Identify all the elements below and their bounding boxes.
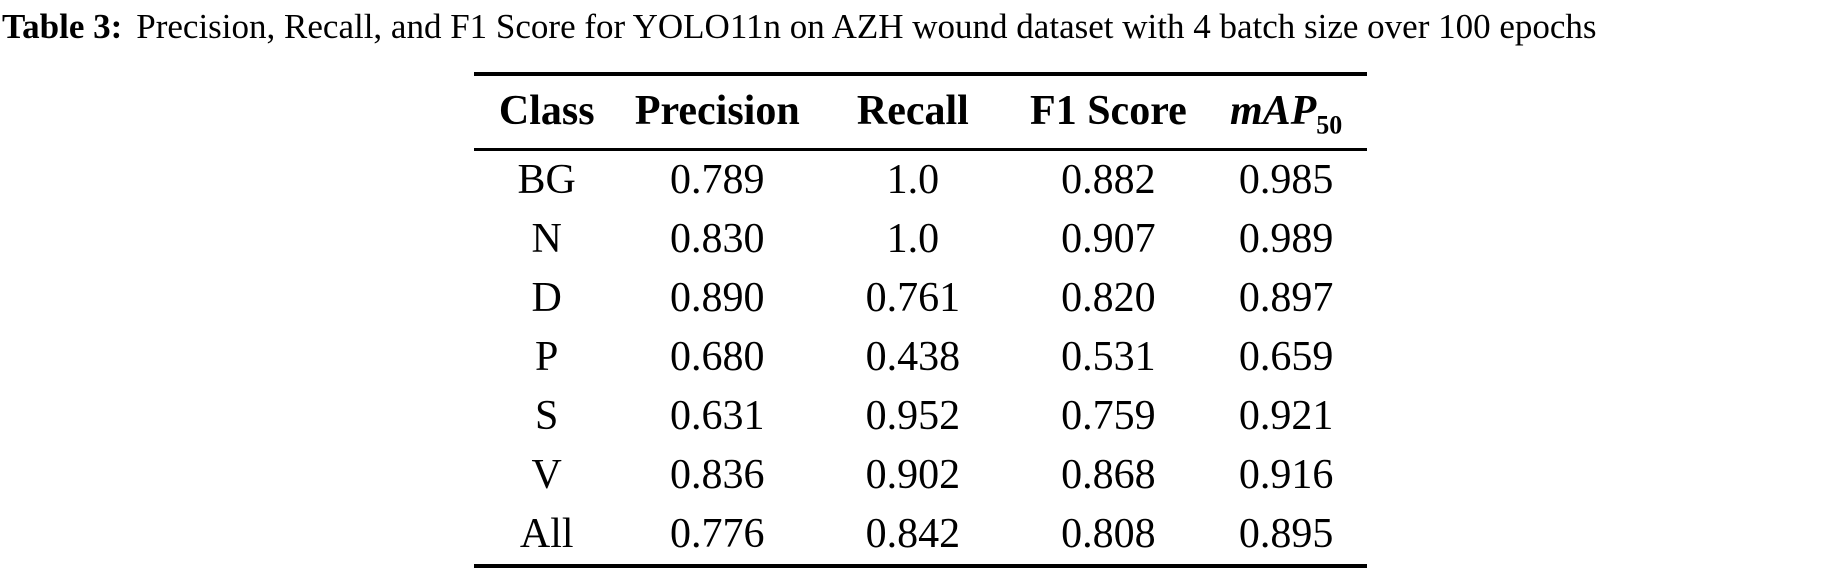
- header-row: Class Precision Recall F1 Score mAP50: [473, 73, 1367, 151]
- cell-recall: 0.902: [865, 452, 961, 498]
- cell-map50: 0.916: [1238, 452, 1334, 498]
- table-caption: Table 3: Precision, Recall, and F1 Score …: [0, 0, 1840, 50]
- cell-f1: 0.808: [1061, 511, 1156, 557]
- cell-map50: 0.921: [1238, 393, 1334, 439]
- cell-f1: 0.820: [1061, 275, 1156, 321]
- cell-map50: 0.985: [1238, 157, 1334, 203]
- cell-recall: 0.952: [865, 393, 961, 439]
- column-header-class: Class: [473, 73, 620, 151]
- column-header-recall: Recall: [814, 73, 1012, 151]
- cell-precision: 0.631: [670, 393, 765, 439]
- results-table: Class Precision Recall F1 Score mAP50 BG…: [473, 71, 1367, 568]
- cell-class: S: [535, 393, 559, 439]
- cell-precision: 0.830: [670, 216, 765, 262]
- cell-recall: 1.0: [886, 157, 940, 203]
- cell-class: BG: [517, 157, 576, 203]
- cell-precision: 0.680: [670, 334, 765, 380]
- cell-f1: 0.907: [1061, 216, 1156, 262]
- cell-recall: 0.438: [865, 334, 961, 380]
- column-header-f1-score: F1 Score: [1011, 73, 1206, 151]
- cell-recall: 0.842: [865, 511, 961, 557]
- map-subscript: 50: [1316, 109, 1343, 139]
- cell-precision: 0.836: [670, 452, 765, 498]
- cell-f1: 0.759: [1061, 393, 1156, 439]
- table-caption-label: Table 3:: [2, 7, 123, 46]
- cell-map50: 0.659: [1238, 334, 1334, 380]
- table-row: BG 0.789 1.0 0.882 0.985: [474, 149, 1367, 210]
- table-row: S 0.631 0.952 0.759 0.921: [474, 387, 1367, 446]
- table-row: All 0.776 0.842 0.808 0.895: [474, 505, 1367, 566]
- cell-class: D: [531, 275, 562, 321]
- cell-f1: 0.882: [1061, 157, 1156, 203]
- cell-map50: 0.897: [1238, 275, 1334, 321]
- cell-class: V: [531, 452, 562, 498]
- map-label: mAP: [1229, 87, 1317, 134]
- cell-recall: 1.0: [886, 216, 940, 262]
- cell-map50: 0.989: [1238, 216, 1334, 262]
- cell-recall: 0.761: [865, 275, 961, 321]
- cell-precision: 0.776: [670, 511, 765, 557]
- cell-class: All: [519, 511, 574, 557]
- table-row: D 0.890 0.761 0.820 0.897: [474, 269, 1367, 328]
- column-header-map50: mAP50: [1205, 73, 1367, 151]
- table-row: V 0.836 0.902 0.868 0.916: [474, 446, 1367, 505]
- column-header-precision: Precision: [619, 73, 815, 151]
- cell-f1: 0.868: [1061, 452, 1156, 498]
- cell-class: P: [535, 334, 559, 380]
- table-row: P 0.680 0.438 0.531 0.659: [474, 328, 1367, 387]
- cell-precision: 0.890: [670, 275, 765, 321]
- table-row: N 0.830 1.0 0.907 0.989: [474, 210, 1367, 269]
- cell-precision: 0.789: [670, 157, 765, 203]
- cell-map50: 0.895: [1238, 511, 1334, 557]
- cell-class: N: [531, 216, 562, 262]
- cell-f1: 0.531: [1061, 334, 1156, 380]
- table-caption-text: Precision, Recall, and F1 Score for YOLO…: [136, 7, 1597, 46]
